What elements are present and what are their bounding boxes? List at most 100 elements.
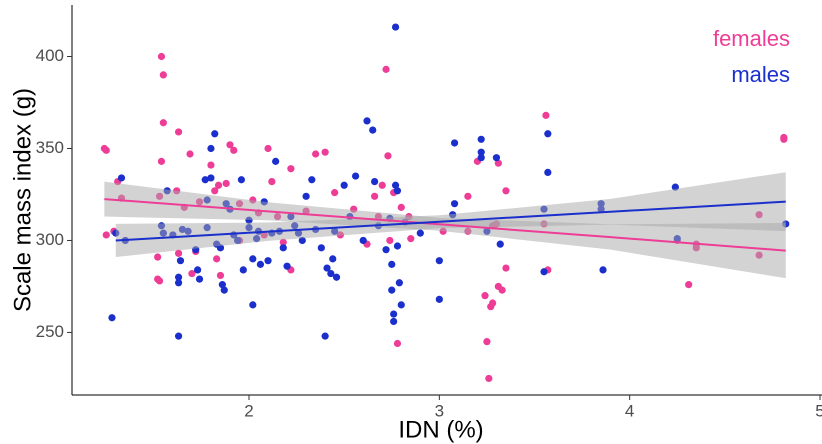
point — [230, 146, 238, 154]
point — [176, 257, 185, 265]
point — [237, 176, 245, 184]
point — [157, 157, 166, 165]
point — [416, 229, 424, 237]
point — [393, 242, 402, 250]
point — [226, 141, 234, 149]
point — [154, 253, 162, 261]
point — [351, 172, 360, 180]
point — [386, 236, 394, 245]
point — [391, 23, 400, 31]
point — [340, 181, 348, 189]
point — [323, 264, 331, 272]
point — [485, 374, 493, 383]
point — [207, 174, 215, 182]
point — [327, 269, 335, 278]
y-tick-label: 350 — [36, 138, 64, 157]
point — [195, 275, 204, 283]
point — [108, 314, 116, 322]
point — [220, 286, 228, 294]
point — [308, 176, 316, 184]
point — [382, 65, 390, 73]
point — [211, 130, 219, 138]
x-tick-label: 5 — [815, 401, 822, 420]
point — [272, 157, 280, 165]
point — [332, 273, 341, 281]
point — [283, 262, 291, 270]
point — [207, 144, 215, 153]
point — [391, 181, 400, 189]
fit-line — [115, 200, 786, 242]
point — [298, 236, 306, 245]
point — [496, 240, 504, 248]
point — [214, 181, 223, 189]
point — [268, 178, 276, 186]
point — [477, 135, 485, 143]
point — [321, 332, 329, 340]
point — [279, 244, 287, 252]
point — [264, 144, 272, 153]
point — [249, 255, 257, 263]
point — [371, 192, 379, 200]
point — [393, 339, 402, 348]
y-tick-label: 300 — [36, 230, 64, 249]
point — [279, 238, 287, 246]
point — [159, 71, 167, 79]
point — [481, 292, 489, 300]
point — [540, 268, 548, 276]
point — [359, 236, 367, 245]
point — [157, 52, 166, 61]
point — [174, 332, 183, 340]
confidence-band — [115, 172, 786, 258]
point — [390, 310, 398, 318]
point — [256, 260, 265, 268]
point — [397, 203, 405, 211]
point — [207, 161, 215, 169]
x-tick-label: 2 — [244, 401, 253, 420]
point — [159, 119, 167, 127]
point — [494, 159, 502, 167]
y-tick-label: 400 — [36, 46, 64, 65]
legend-entry: females — [713, 26, 790, 51]
x-tick-label: 3 — [435, 401, 444, 420]
point — [502, 264, 510, 272]
point — [249, 301, 257, 309]
point — [492, 154, 501, 162]
point — [685, 281, 693, 289]
point — [393, 187, 402, 195]
fit-line — [104, 198, 786, 252]
point — [302, 192, 310, 200]
point — [188, 269, 196, 278]
point — [312, 150, 320, 158]
point — [384, 152, 392, 160]
point — [213, 255, 221, 263]
point — [317, 244, 325, 252]
point — [435, 295, 443, 303]
point — [154, 275, 162, 283]
point — [239, 266, 247, 274]
point — [174, 273, 183, 281]
point — [780, 135, 788, 143]
point — [117, 174, 126, 182]
point — [211, 187, 219, 195]
point — [186, 150, 194, 158]
point — [544, 130, 552, 138]
point — [388, 286, 396, 294]
point — [371, 178, 379, 186]
point — [388, 260, 396, 268]
x-axis-title: IDN (%) — [398, 416, 483, 443]
point — [498, 286, 506, 294]
point — [450, 139, 459, 147]
point — [395, 279, 403, 287]
point — [489, 299, 497, 307]
point — [194, 266, 202, 274]
point — [450, 200, 459, 208]
x-tick-label: 4 — [625, 401, 634, 420]
point — [502, 187, 510, 195]
point — [599, 266, 607, 274]
point — [363, 117, 371, 125]
point — [477, 154, 485, 162]
point — [201, 176, 209, 184]
point — [321, 148, 329, 156]
point — [216, 271, 225, 280]
point — [329, 255, 337, 263]
